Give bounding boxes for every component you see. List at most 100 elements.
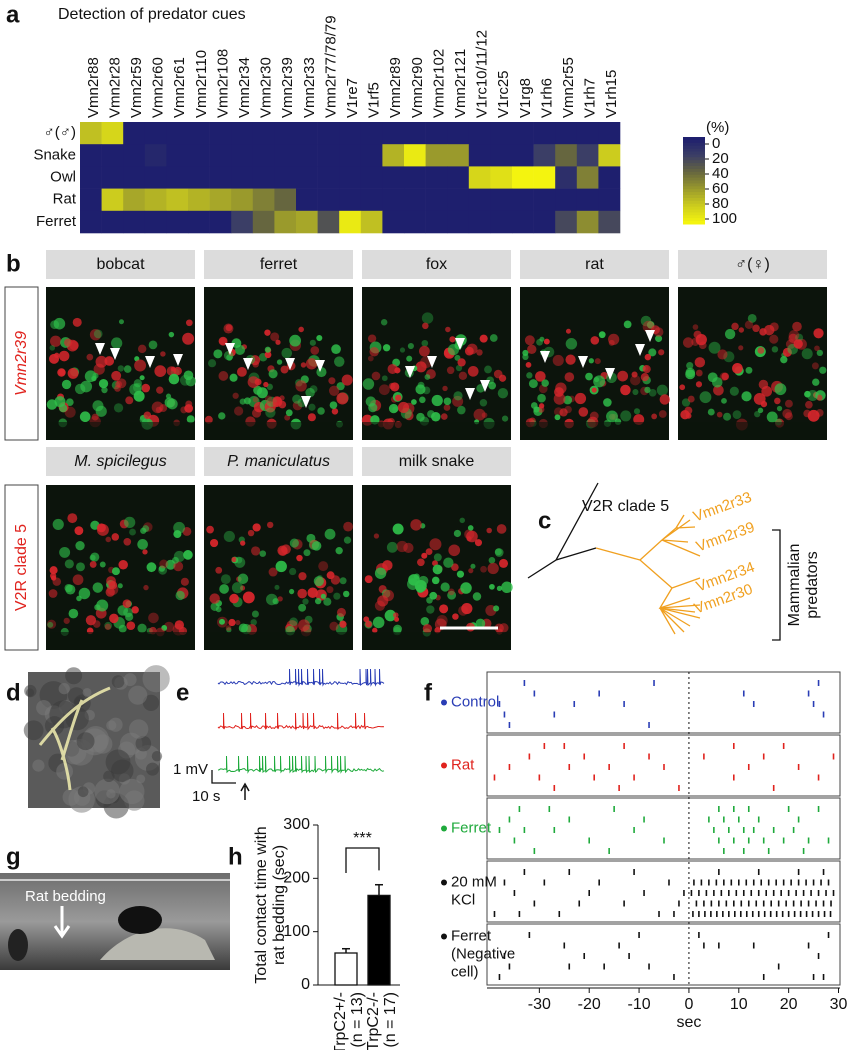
legend-dot — [441, 762, 447, 769]
cell — [498, 558, 509, 568]
cell — [316, 367, 327, 378]
heat-cell — [576, 188, 599, 212]
cell — [745, 366, 753, 374]
cell — [434, 627, 441, 634]
micrograph-edge — [678, 422, 827, 440]
cell — [270, 332, 280, 342]
y-tick-label: 300 — [283, 816, 310, 833]
cell — [724, 328, 736, 340]
heat-cell — [425, 166, 448, 189]
heat-cell — [447, 122, 470, 145]
header-box — [678, 250, 827, 279]
cell — [656, 384, 668, 396]
column-label: Vmn2r61 — [171, 57, 188, 118]
arrowhead — [578, 356, 588, 368]
cell — [805, 400, 813, 409]
cell — [747, 313, 757, 323]
cell — [168, 373, 180, 385]
cell — [372, 627, 378, 634]
cell — [223, 530, 235, 543]
colorbar-band — [683, 197, 705, 202]
cell — [142, 549, 148, 555]
colorbar-band — [683, 145, 705, 150]
cell — [620, 410, 632, 422]
heat-cell — [231, 144, 254, 167]
cell — [393, 624, 402, 634]
cell — [771, 346, 779, 353]
colorbar-band — [683, 203, 705, 208]
cell — [754, 410, 761, 418]
column-header: fox — [426, 256, 447, 273]
panel-label: f — [424, 679, 433, 706]
cell — [769, 322, 779, 332]
cell — [585, 372, 593, 381]
heat-cell — [296, 144, 318, 167]
cell — [173, 561, 184, 572]
heat-cell — [252, 166, 275, 189]
chart-title: Detection of predator cues — [58, 6, 246, 23]
cell — [49, 335, 62, 347]
heat-cell — [512, 210, 534, 234]
cell — [133, 382, 143, 393]
cell — [757, 407, 764, 414]
cell — [275, 560, 287, 573]
cell — [316, 335, 323, 342]
heat-cell — [533, 188, 556, 212]
cell — [96, 523, 106, 533]
heat-cell — [533, 122, 556, 145]
texture — [92, 734, 113, 754]
texture — [36, 700, 52, 716]
cell — [484, 365, 492, 374]
cell — [433, 553, 442, 562]
cell — [451, 563, 459, 571]
cell — [300, 362, 307, 368]
cell — [74, 383, 86, 395]
row-label-box — [4, 286, 39, 441]
cell — [467, 365, 479, 377]
cell — [565, 354, 576, 365]
cell — [456, 570, 465, 578]
colorbar-tick-label: 0 — [712, 135, 720, 152]
cell — [782, 408, 792, 419]
heat-cell — [296, 210, 318, 234]
heat-cell — [555, 122, 578, 145]
colorbar-band — [683, 166, 705, 170]
arrowhead — [315, 360, 325, 372]
cell — [268, 369, 278, 379]
heat-cell — [447, 144, 470, 167]
cell — [137, 539, 148, 550]
cell — [713, 384, 724, 396]
cell — [311, 541, 322, 551]
cell — [158, 565, 168, 575]
leaf-label: Vmn2r39 — [694, 519, 757, 556]
cell — [173, 530, 182, 539]
heat-cell — [80, 166, 102, 189]
heat-cell — [252, 122, 275, 145]
significance: *** — [353, 830, 372, 847]
cell — [105, 587, 115, 597]
heat-cell — [533, 166, 556, 189]
colorbar-band — [683, 189, 705, 193]
cell — [105, 536, 112, 543]
heat-cell — [339, 188, 362, 212]
cell — [417, 558, 425, 567]
cell — [110, 337, 123, 349]
heat-cell — [317, 166, 340, 189]
cell — [137, 623, 147, 633]
cell — [552, 354, 564, 367]
cell — [642, 320, 655, 333]
cell — [86, 353, 94, 361]
cell — [92, 400, 104, 412]
heat-cell — [360, 210, 383, 234]
cell — [443, 397, 452, 406]
heat-cell — [555, 188, 578, 212]
cell — [578, 407, 589, 417]
heat-cell — [382, 188, 405, 212]
cell — [95, 355, 108, 368]
cell — [757, 347, 765, 354]
colorbar-tick-label: 40 — [712, 165, 729, 182]
cell — [49, 353, 60, 364]
cell — [382, 589, 394, 602]
group-label: (Negative — [451, 945, 515, 962]
heat-cell — [166, 166, 189, 189]
